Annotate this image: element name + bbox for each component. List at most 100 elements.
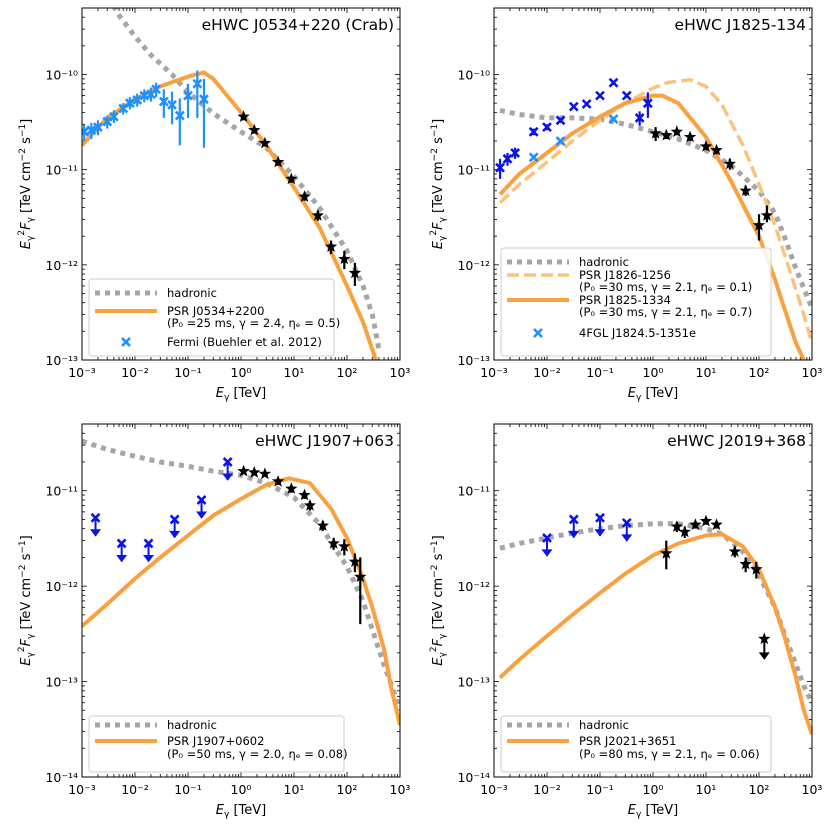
upper-limit-star [758,632,771,645]
x-tick-label: 10¹ [696,365,717,380]
legend-label: Fermi (Buehler et al. 2012) [167,335,322,349]
x-tick-label: 10⁻¹ [586,782,614,797]
upper-limit-x [90,512,101,523]
data-point-x [555,136,566,146]
legend-label: hadronic [167,286,217,300]
data-point-x [132,95,143,105]
legend-label: PSR J0534+2200 [167,304,264,318]
chart-title: eHWC J1907+063 [255,432,394,450]
legend-label: (P₀ =25 ms, γ = 2.4, ηₑ = 0.5) [167,316,340,330]
upper-limit-arrow-head [222,473,234,481]
x-axis-label: Eγ [TeV] [628,803,678,820]
series-line-psr-j1826-1256 [498,78,812,344]
data-point-star [670,125,683,138]
y-tick-label: 10⁻¹³ [45,675,78,690]
data-point-star [237,464,250,477]
legend-label: (P₀ =50 ms, γ = 2.0, ηₑ = 0.08) [167,747,348,761]
y-tick-label: 10⁻¹³ [45,353,78,368]
data-point-star [723,157,736,170]
legend-label: (P₀ =30 ms, γ = 2.1, ηₑ = 0.7) [579,305,752,319]
data-point-x [108,111,119,122]
data-point-star [327,537,340,549]
upper-limit-arrow-head [90,529,102,537]
legend-label: PSR J1826-1256 [579,268,671,282]
x-tick-label: 10⁻³ [68,365,96,380]
y-tick-label: 10⁻¹² [457,579,490,594]
data-point-star [258,467,271,480]
upper-limit-arrow-head [143,554,155,563]
upper-limit-x [196,495,207,505]
data-point-star [752,218,766,231]
chart-title: eHWC J1825-134 [675,16,806,34]
legend: hadronic PSR J1907+0602(P₀ =50 ms, γ = 2.… [88,715,348,773]
data-point-star [271,475,285,487]
data-point-star [739,557,752,570]
legend-box [88,715,345,773]
plot-frame [493,423,813,778]
data-point-star [728,545,741,557]
y-axis-label: Eγ2Fγ [TeV cm−2 s−1] [17,119,36,249]
x-tick-label: 10³ [390,365,411,380]
y-tick-label: 10⁻¹³ [457,353,490,368]
plot-area [498,512,812,735]
y-axis-label: Eγ2Fγ [TeV cm−2 s−1] [17,535,36,665]
upper-limit-x [595,512,605,523]
data-point-star [739,184,752,196]
data-point-x [621,90,632,101]
data-point-star [710,518,723,530]
legend-label: PSR J1825-1334 [579,293,671,307]
data-point-star [683,130,697,143]
data-point-star [750,562,763,575]
upper-limit-x [222,457,233,467]
x-tick-label: 10¹ [696,782,717,797]
data-hawc [660,514,763,579]
y-tick-label: 10⁻¹¹ [45,163,78,178]
y-tick-label: 10⁻¹² [45,258,78,273]
data-point-star [649,127,662,139]
x-tick-label: 10¹ [284,782,305,797]
data-point-star [324,240,338,252]
data-point-x [608,77,619,88]
chart-title: eHWC J0534+220 (Crab) [202,16,394,34]
upper-limit-arrow-head [568,530,580,539]
data-point-star [285,482,298,494]
x-tick-label: 10² [749,782,770,797]
data-point-star [316,519,329,531]
data-point-x [642,98,653,109]
legend-label: hadronic [167,718,217,732]
data-point-x [167,99,177,110]
data-4fgl-j1824-5-1351e [528,114,619,163]
x-tick-label: 10⁻³ [480,365,508,380]
legend-marker [533,328,543,338]
chart-panel-4: 10⁻³ 10⁻² 10⁻¹ 10⁰ 10¹ 10² 10³ 10⁻¹⁴ 10⁻¹³ 10⁻¹² 1… [429,423,822,820]
x-tick-label: 10⁰ [231,365,252,380]
legend-label: 4FGL J1824.5-1351e [579,326,696,340]
data-point-star [354,570,367,583]
x-tick-label: 10² [749,365,770,380]
y-tick-label: 10⁻¹⁴ [45,770,78,785]
data-fermi-ul [541,512,633,557]
data-point-x [528,126,539,137]
x-tick-label: 10² [337,365,358,380]
legend-label: hadronic [579,718,629,732]
series-line-hadronic [82,438,400,712]
series-line-psr-j1907-0602 [82,476,400,726]
data-point-star [348,555,362,567]
x-tick-label: 10⁻² [121,365,149,380]
data-point-star [678,525,691,538]
x-axis-label: Eγ [TeV] [628,386,678,403]
series-line-hadronic [111,8,382,350]
data-point-x [82,126,90,137]
data-point-star [248,123,261,136]
data-point-star [660,128,673,141]
legend-label: PSR J1907+0602 [167,734,264,748]
data-point-x [581,99,592,109]
chart-panel-1: 10⁻³ 10⁻² 10⁻¹ 10⁰ 10¹ 10² 10³ 10⁻¹³ 10⁻¹² 10⁻¹¹ 1… [17,7,411,403]
upper-limit-arrow-head [621,534,633,542]
upper-limit-arrow-head [594,529,606,537]
y-axis-label: Eγ2Fγ [TeV cm−2 s−1] [429,119,448,249]
x-tick-label: 10⁰ [643,782,664,797]
data-point-star [660,547,673,559]
